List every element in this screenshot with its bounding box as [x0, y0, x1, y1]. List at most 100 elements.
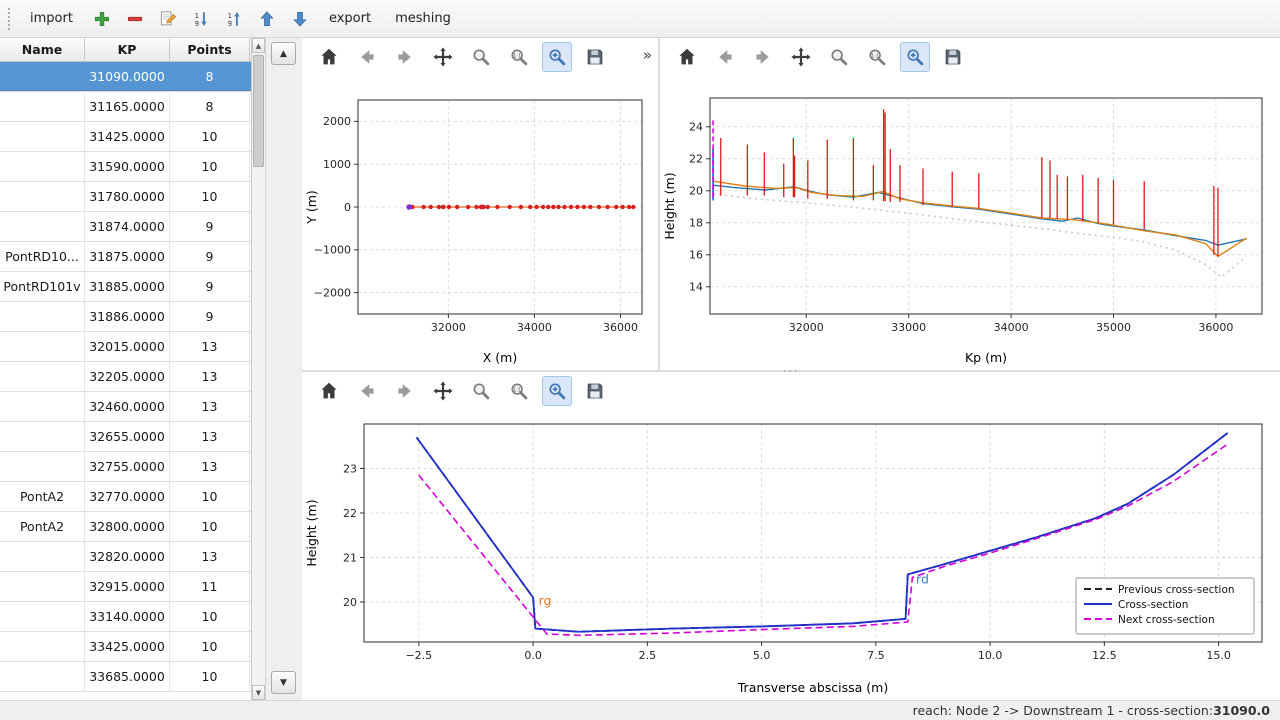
- column-header-points[interactable]: Points: [170, 38, 250, 61]
- zoom-in-button[interactable]: [542, 42, 572, 72]
- cell-points[interactable]: 10: [170, 602, 250, 631]
- cell-kp[interactable]: 31780.0000: [85, 182, 170, 211]
- table-row[interactable]: 32655.0000 13: [0, 422, 251, 452]
- splitter-handle[interactable]: ···: [782, 365, 800, 378]
- cell-name[interactable]: [0, 632, 85, 661]
- cell-points[interactable]: 9: [170, 272, 250, 301]
- cell-kp[interactable]: 31885.0000: [85, 272, 170, 301]
- cell-points[interactable]: 10: [170, 152, 250, 181]
- pan-button[interactable]: [786, 42, 816, 72]
- cell-points[interactable]: 13: [170, 542, 250, 571]
- forward-button[interactable]: [390, 376, 420, 406]
- cell-kp[interactable]: 32015.0000: [85, 332, 170, 361]
- cell-kp[interactable]: 31886.0000: [85, 302, 170, 331]
- cell-name[interactable]: [0, 122, 85, 151]
- import-button[interactable]: import: [30, 11, 73, 26]
- move-down-button[interactable]: [286, 5, 314, 32]
- cell-kp[interactable]: 33140.0000: [85, 602, 170, 631]
- cell-name[interactable]: PontRD10...: [0, 242, 85, 271]
- cell-points[interactable]: 11: [170, 572, 250, 601]
- cell-name[interactable]: [0, 362, 85, 391]
- cell-points[interactable]: 10: [170, 482, 250, 511]
- cell-points[interactable]: 10: [170, 122, 250, 151]
- table-row[interactable]: PontA2 32770.0000 10: [0, 482, 251, 512]
- table-row[interactable]: 32205.0000 13: [0, 362, 251, 392]
- meshing-button[interactable]: meshing: [395, 11, 451, 26]
- cell-name[interactable]: [0, 602, 85, 631]
- cell-kp[interactable]: 31874.0000: [85, 212, 170, 241]
- scrollbar-thumb[interactable]: [253, 55, 264, 167]
- cell-name[interactable]: [0, 92, 85, 121]
- scroll-down-icon[interactable]: ▼: [252, 685, 265, 700]
- zoom-fit-button[interactable]: [466, 376, 496, 406]
- table-row[interactable]: 33685.0000 10: [0, 662, 251, 692]
- home-button[interactable]: [314, 42, 344, 72]
- zoom-fit-button[interactable]: [824, 42, 854, 72]
- table-row[interactable]: 32820.0000 13: [0, 542, 251, 572]
- cell-kp[interactable]: 33425.0000: [85, 632, 170, 661]
- table-row[interactable]: PontRD10... 31875.0000 9: [0, 242, 251, 272]
- cell-kp[interactable]: 31090.0000: [85, 62, 170, 91]
- zoom-in-button[interactable]: [900, 42, 930, 72]
- table-row[interactable]: 32015.0000 13: [0, 332, 251, 362]
- cell-kp[interactable]: 31875.0000: [85, 242, 170, 271]
- cell-name[interactable]: [0, 572, 85, 601]
- table-row[interactable]: 31165.0000 8: [0, 92, 251, 122]
- home-button[interactable]: [314, 376, 344, 406]
- cell-name[interactable]: [0, 302, 85, 331]
- cell-kp[interactable]: 33685.0000: [85, 662, 170, 691]
- table-row[interactable]: 33425.0000 10: [0, 632, 251, 662]
- table-row[interactable]: 33140.0000 10: [0, 602, 251, 632]
- cell-kp[interactable]: 32205.0000: [85, 362, 170, 391]
- cell-kp[interactable]: 32820.0000: [85, 542, 170, 571]
- zoom-original-button[interactable]: 1:1: [504, 376, 534, 406]
- cell-kp[interactable]: 31590.0000: [85, 152, 170, 181]
- column-header-kp[interactable]: KP: [85, 38, 170, 61]
- table-row[interactable]: 31886.0000 9: [0, 302, 251, 332]
- cross-section-chart[interactable]: −2.5 0.0 2.5 5.0 7.5 10.0 12.5 15.0 20 21 22 23 rg rd…: [302, 410, 1278, 700]
- forward-button[interactable]: [390, 42, 420, 72]
- table-row[interactable]: 31090.0000 8: [0, 62, 251, 92]
- cell-name[interactable]: [0, 332, 85, 361]
- cell-points[interactable]: 10: [170, 182, 250, 211]
- table-row[interactable]: PontA2 32800.0000 10: [0, 512, 251, 542]
- toolbar-overflow-button[interactable]: »: [642, 46, 652, 64]
- cell-kp[interactable]: 32800.0000: [85, 512, 170, 541]
- cell-points[interactable]: 9: [170, 302, 250, 331]
- toolbar-grip-icon[interactable]: [8, 7, 11, 30]
- cell-name[interactable]: [0, 452, 85, 481]
- table-row[interactable]: 31590.0000 10: [0, 152, 251, 182]
- table-row[interactable]: 32915.0000 11: [0, 572, 251, 602]
- cell-kp[interactable]: 31425.0000: [85, 122, 170, 151]
- cell-kp[interactable]: 32770.0000: [85, 482, 170, 511]
- zoom-original-button[interactable]: 1:1: [862, 42, 892, 72]
- forward-button[interactable]: [748, 42, 778, 72]
- pan-button[interactable]: [428, 376, 458, 406]
- cell-points[interactable]: 9: [170, 242, 250, 271]
- edit-button[interactable]: [154, 5, 182, 32]
- cell-kp[interactable]: 32460.0000: [85, 392, 170, 421]
- cell-points[interactable]: 13: [170, 392, 250, 421]
- home-button[interactable]: [672, 42, 702, 72]
- back-button[interactable]: [352, 42, 382, 72]
- cell-points[interactable]: 10: [170, 512, 250, 541]
- cell-points[interactable]: 13: [170, 332, 250, 361]
- export-button[interactable]: export: [328, 11, 372, 26]
- move-up-button[interactable]: [253, 5, 281, 32]
- cell-points[interactable]: 13: [170, 362, 250, 391]
- cell-name[interactable]: [0, 542, 85, 571]
- cell-points[interactable]: 8: [170, 92, 250, 121]
- cell-name[interactable]: [0, 152, 85, 181]
- table-row[interactable]: 31780.0000 10: [0, 182, 251, 212]
- cell-points[interactable]: 10: [170, 632, 250, 661]
- table-row[interactable]: 31425.0000 10: [0, 122, 251, 152]
- cell-points[interactable]: 10: [170, 662, 250, 691]
- back-button[interactable]: [352, 376, 382, 406]
- cell-name[interactable]: [0, 62, 85, 91]
- move-row-down-button[interactable]: ▼: [271, 671, 296, 694]
- cell-kp[interactable]: 31165.0000: [85, 92, 170, 121]
- table-row[interactable]: 32460.0000 13: [0, 392, 251, 422]
- zoom-in-button[interactable]: [542, 376, 572, 406]
